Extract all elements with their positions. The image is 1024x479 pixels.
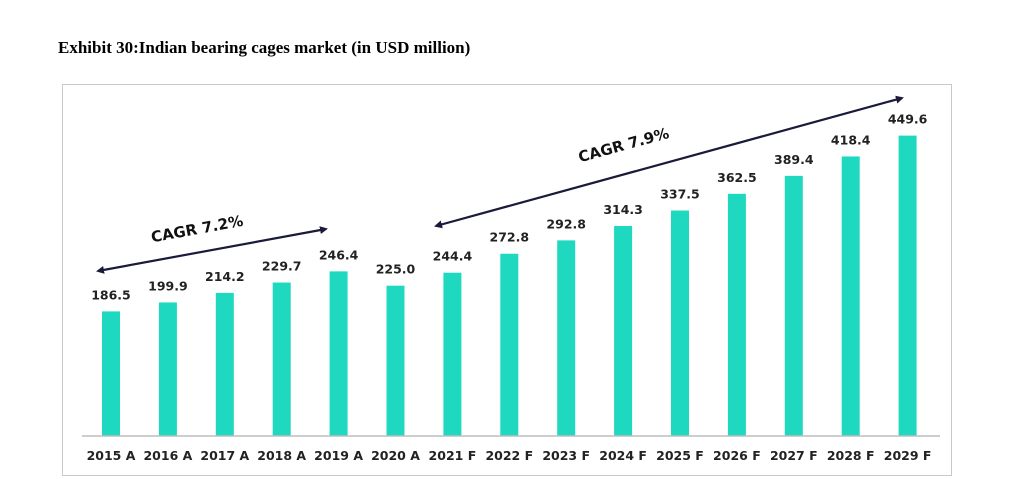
x-tick-label: 2024 F (599, 448, 647, 463)
data-label: 199.9 (148, 278, 188, 293)
x-tick-label: 2022 F (485, 448, 533, 463)
data-label: 418.4 (831, 132, 871, 147)
data-label: 389.4 (774, 152, 814, 167)
bar-2021-f (443, 272, 462, 436)
cagr-label: CAGR 7.9% (576, 124, 671, 166)
bar-2027-f (784, 175, 803, 436)
data-label: 246.4 (319, 247, 359, 262)
x-tick-label: 2015 A (87, 448, 136, 463)
bar-2026-f (727, 193, 746, 436)
data-label: 214.2 (205, 269, 245, 284)
x-tick-label: 2023 F (542, 448, 590, 463)
data-label: 272.8 (490, 230, 530, 245)
bar-2019-a (329, 271, 348, 436)
cagr-arrow (96, 226, 328, 274)
x-tick-label: 2018 A (257, 448, 306, 463)
data-label: 314.3 (603, 202, 643, 217)
data-label: 292.8 (546, 216, 586, 231)
bar-2024-f (614, 226, 633, 436)
bar-2028-f (841, 156, 860, 436)
x-tick-label: 2027 F (770, 448, 818, 463)
x-tick-label: 2029 F (884, 448, 932, 463)
data-label: 362.5 (717, 170, 757, 185)
x-tick-label: 2017 A (200, 448, 249, 463)
bar-2018-a (272, 282, 291, 436)
bar-2029-f (898, 135, 917, 436)
bar-2016-a (158, 302, 177, 436)
bar-2017-a (215, 292, 234, 436)
data-label: 229.7 (262, 259, 302, 274)
data-label: 244.4 (433, 249, 473, 264)
x-tick-label: 2025 F (656, 448, 704, 463)
cagr-label: CAGR 7.2% (150, 212, 245, 247)
data-label: 225.0 (376, 262, 416, 277)
x-tick-label: 2028 F (827, 448, 875, 463)
bar-2015-a (102, 311, 120, 436)
bar-2025-f (671, 210, 689, 436)
x-tick-label: 2021 F (429, 448, 477, 463)
bar-2023-f (557, 240, 576, 436)
data-label: 337.5 (660, 187, 700, 202)
cagr-arrow (434, 95, 904, 229)
page-title: Exhibit 30:Indian bearing cages market (… (58, 38, 471, 57)
x-tick-label: 2016 A (143, 448, 192, 463)
x-tick-label: 2026 F (713, 448, 761, 463)
data-label: 186.5 (91, 287, 131, 302)
data-label: 449.6 (888, 112, 928, 127)
bar-2020-a (386, 285, 405, 436)
bar-2022-f (500, 253, 519, 436)
x-tick-label: 2020 A (371, 448, 420, 463)
x-tick-label: 2019 A (314, 448, 363, 463)
